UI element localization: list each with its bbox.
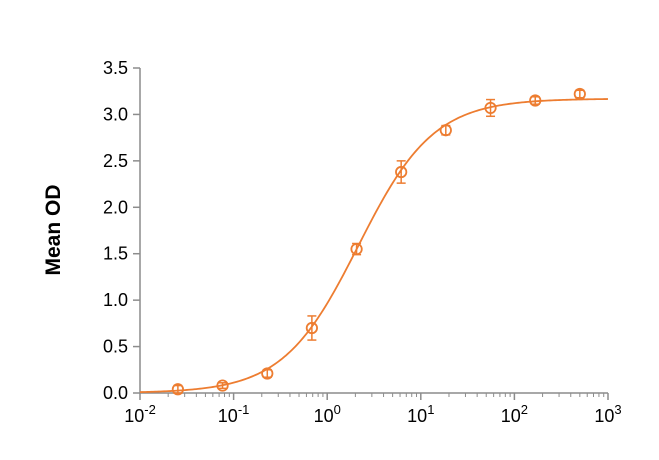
y-tick-label: 0.5	[103, 337, 128, 357]
data-point-marker	[350, 242, 363, 256]
data-point-marker	[395, 165, 408, 179]
y-tick-label: 2.5	[103, 151, 128, 171]
data-point-marker	[171, 383, 184, 396]
data-point-marker	[216, 379, 229, 392]
data-point-marker	[529, 94, 542, 107]
x-tick-label: 101	[407, 402, 434, 426]
data-point-marker	[439, 124, 452, 137]
x-tick-label: 10-2	[124, 402, 156, 426]
y-tick-label: 1.5	[103, 244, 128, 264]
y-tick-label: 1.0	[103, 290, 128, 310]
data-point-marker	[573, 87, 586, 101]
y-tick-label: 0.0	[103, 383, 128, 403]
data-point-marker	[261, 367, 274, 380]
y-tick-label: 3.0	[103, 104, 128, 124]
data-point-marker	[305, 321, 318, 335]
y-tick-label: 2.0	[103, 197, 128, 217]
fit-curve	[139, 98, 609, 394]
data-point-marker	[484, 101, 497, 115]
y-tick-label: 3.5	[103, 58, 128, 78]
x-tick-label: 100	[314, 402, 341, 426]
x-tick-label: 103	[594, 402, 621, 426]
x-tick-label: 10-1	[218, 402, 250, 426]
x-tick-label: 102	[501, 402, 528, 426]
